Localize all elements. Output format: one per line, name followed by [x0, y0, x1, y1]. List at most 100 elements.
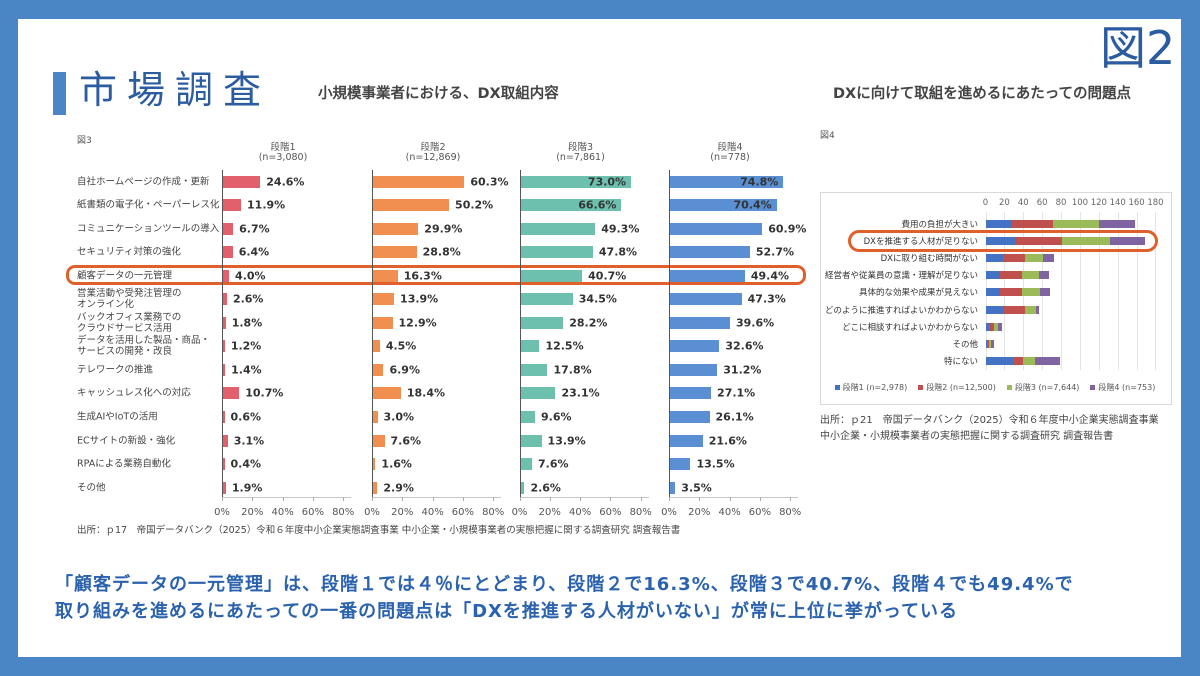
- data-label: 10.7%: [245, 386, 284, 400]
- category-label: コミュニケーションツールの導入: [77, 223, 220, 235]
- x-tick-label: 60%: [748, 507, 772, 518]
- x-tick-label: 40%: [568, 507, 592, 518]
- data-label: 7.6%: [390, 434, 422, 448]
- bar-segment: [985, 253, 1004, 262]
- stage-sample-size: (n=778): [710, 152, 750, 163]
- data-label: 31.2%: [723, 363, 762, 377]
- bar: [670, 411, 710, 423]
- x-tick: [402, 497, 404, 501]
- stage-header: 段階3: [567, 142, 594, 153]
- legend-label: 段階4 (n=753): [1098, 383, 1156, 392]
- bar-segment: [1014, 236, 1062, 245]
- data-label: 29.9%: [424, 222, 463, 236]
- x-tick-label: 40%: [271, 507, 294, 518]
- bar: [373, 175, 465, 188]
- data-label: 24.6%: [266, 175, 305, 188]
- category-label: バックオフィス業務での クラウドサービス活用: [77, 311, 182, 334]
- x-tick-label: 80%: [629, 507, 652, 518]
- category-label: 営業活動や受発注管理の オンライン化: [77, 288, 182, 311]
- x-tick-label: 60%: [301, 507, 325, 518]
- data-label: 1.4%: [231, 363, 262, 377]
- x-tick-label: 0%: [214, 507, 230, 518]
- bar: [520, 175, 632, 188]
- bar: [670, 199, 777, 212]
- category-label: 具体的な効果や成果が見えない: [858, 288, 978, 299]
- bar-segment: [1035, 305, 1040, 314]
- bar: [223, 269, 230, 282]
- bar: [223, 411, 225, 423]
- data-label: 27.1%: [717, 386, 756, 400]
- data-label: 7.6%: [538, 457, 569, 471]
- data-label: 1.8%: [231, 316, 263, 330]
- data-label: 3.1%: [233, 434, 265, 448]
- x-tick: [252, 497, 254, 501]
- bar: [670, 269, 745, 282]
- y-axis-line: [222, 170, 223, 497]
- bar: [520, 199, 622, 212]
- x-axis-line: [519, 497, 649, 498]
- x-axis-line: [222, 497, 352, 498]
- bar: [373, 269, 398, 282]
- bar: [223, 458, 225, 471]
- bar-segment: [985, 339, 988, 348]
- x-axis-line: [669, 497, 799, 498]
- data-label: 47.3%: [747, 292, 786, 306]
- bar: [670, 434, 703, 447]
- bar: [373, 246, 417, 259]
- legend-item: 段階4 (n=753): [1090, 382, 1155, 393]
- data-label: 21.6%: [708, 434, 747, 448]
- x-tick: [790, 497, 792, 501]
- x-tick: [282, 497, 284, 501]
- bar-segment: [1034, 357, 1061, 366]
- bar: [373, 199, 450, 212]
- bar-segment: [985, 271, 1000, 280]
- x-tick-label: 20%: [538, 507, 561, 518]
- stage-header: 段階2: [420, 142, 446, 153]
- gridline: [1155, 212, 1157, 370]
- bar: [520, 411, 536, 423]
- bar: [520, 269, 583, 282]
- bar: [670, 363, 718, 376]
- bar: [520, 434, 542, 447]
- category-label: テレワークの推進: [77, 364, 154, 376]
- data-label: 60.9%: [768, 222, 807, 236]
- data-label: 17.8%: [553, 363, 592, 377]
- x-tick: [549, 497, 551, 501]
- bar-segment: [1023, 357, 1035, 366]
- category-label: 紙書類の電子化・ペーパーレス化: [77, 199, 220, 211]
- category-label: その他: [952, 339, 978, 350]
- bar-segment: [1039, 271, 1049, 280]
- x-tick-label: 80%: [779, 507, 802, 518]
- bar: [373, 363, 384, 376]
- bar: [670, 458, 691, 471]
- summary-line-1: 「顧客データの一元管理」は、段階１では４％にとどまり、段階２で16.3%、段階３…: [55, 574, 1074, 595]
- x-tick: [222, 497, 223, 501]
- bar: [373, 411, 378, 423]
- category-label: DXを推進する人材が足りない: [863, 236, 978, 247]
- data-label: 12.9%: [398, 316, 437, 330]
- legend-swatch-icon: [918, 385, 924, 390]
- category-label: 顧客データの一元管理: [77, 270, 173, 282]
- data-label: 1.2%: [230, 339, 262, 353]
- figure-3-source: 出所：ｐ17 帝国データバンク（2025）令和６年度中小企業実態調査事業 中小企…: [77, 525, 681, 536]
- y-axis-line: [519, 170, 521, 497]
- data-label: 47.8%: [598, 245, 638, 259]
- category-label: ECサイトの新設・強化: [77, 435, 176, 447]
- bar: [223, 222, 234, 235]
- figure-4-label: 図4: [820, 131, 835, 141]
- data-label: 12.5%: [545, 339, 584, 353]
- highlight-frame-customer-data: [66, 265, 806, 285]
- x-tick-label: 140: [1109, 198, 1126, 208]
- stage-header: 段階4: [717, 142, 743, 153]
- bar: [373, 481, 378, 494]
- bar: [670, 387, 712, 400]
- bar: [373, 222, 419, 235]
- data-label: 2.6%: [530, 481, 561, 495]
- bar-segment: [1004, 305, 1026, 314]
- dx-issues-chart: [820, 192, 1172, 405]
- data-label: 70.4%: [733, 198, 772, 212]
- gridline: [1079, 212, 1081, 370]
- bar-segment: [989, 339, 992, 348]
- data-label: 6.7%: [239, 222, 270, 236]
- bar-segment: [1110, 236, 1146, 245]
